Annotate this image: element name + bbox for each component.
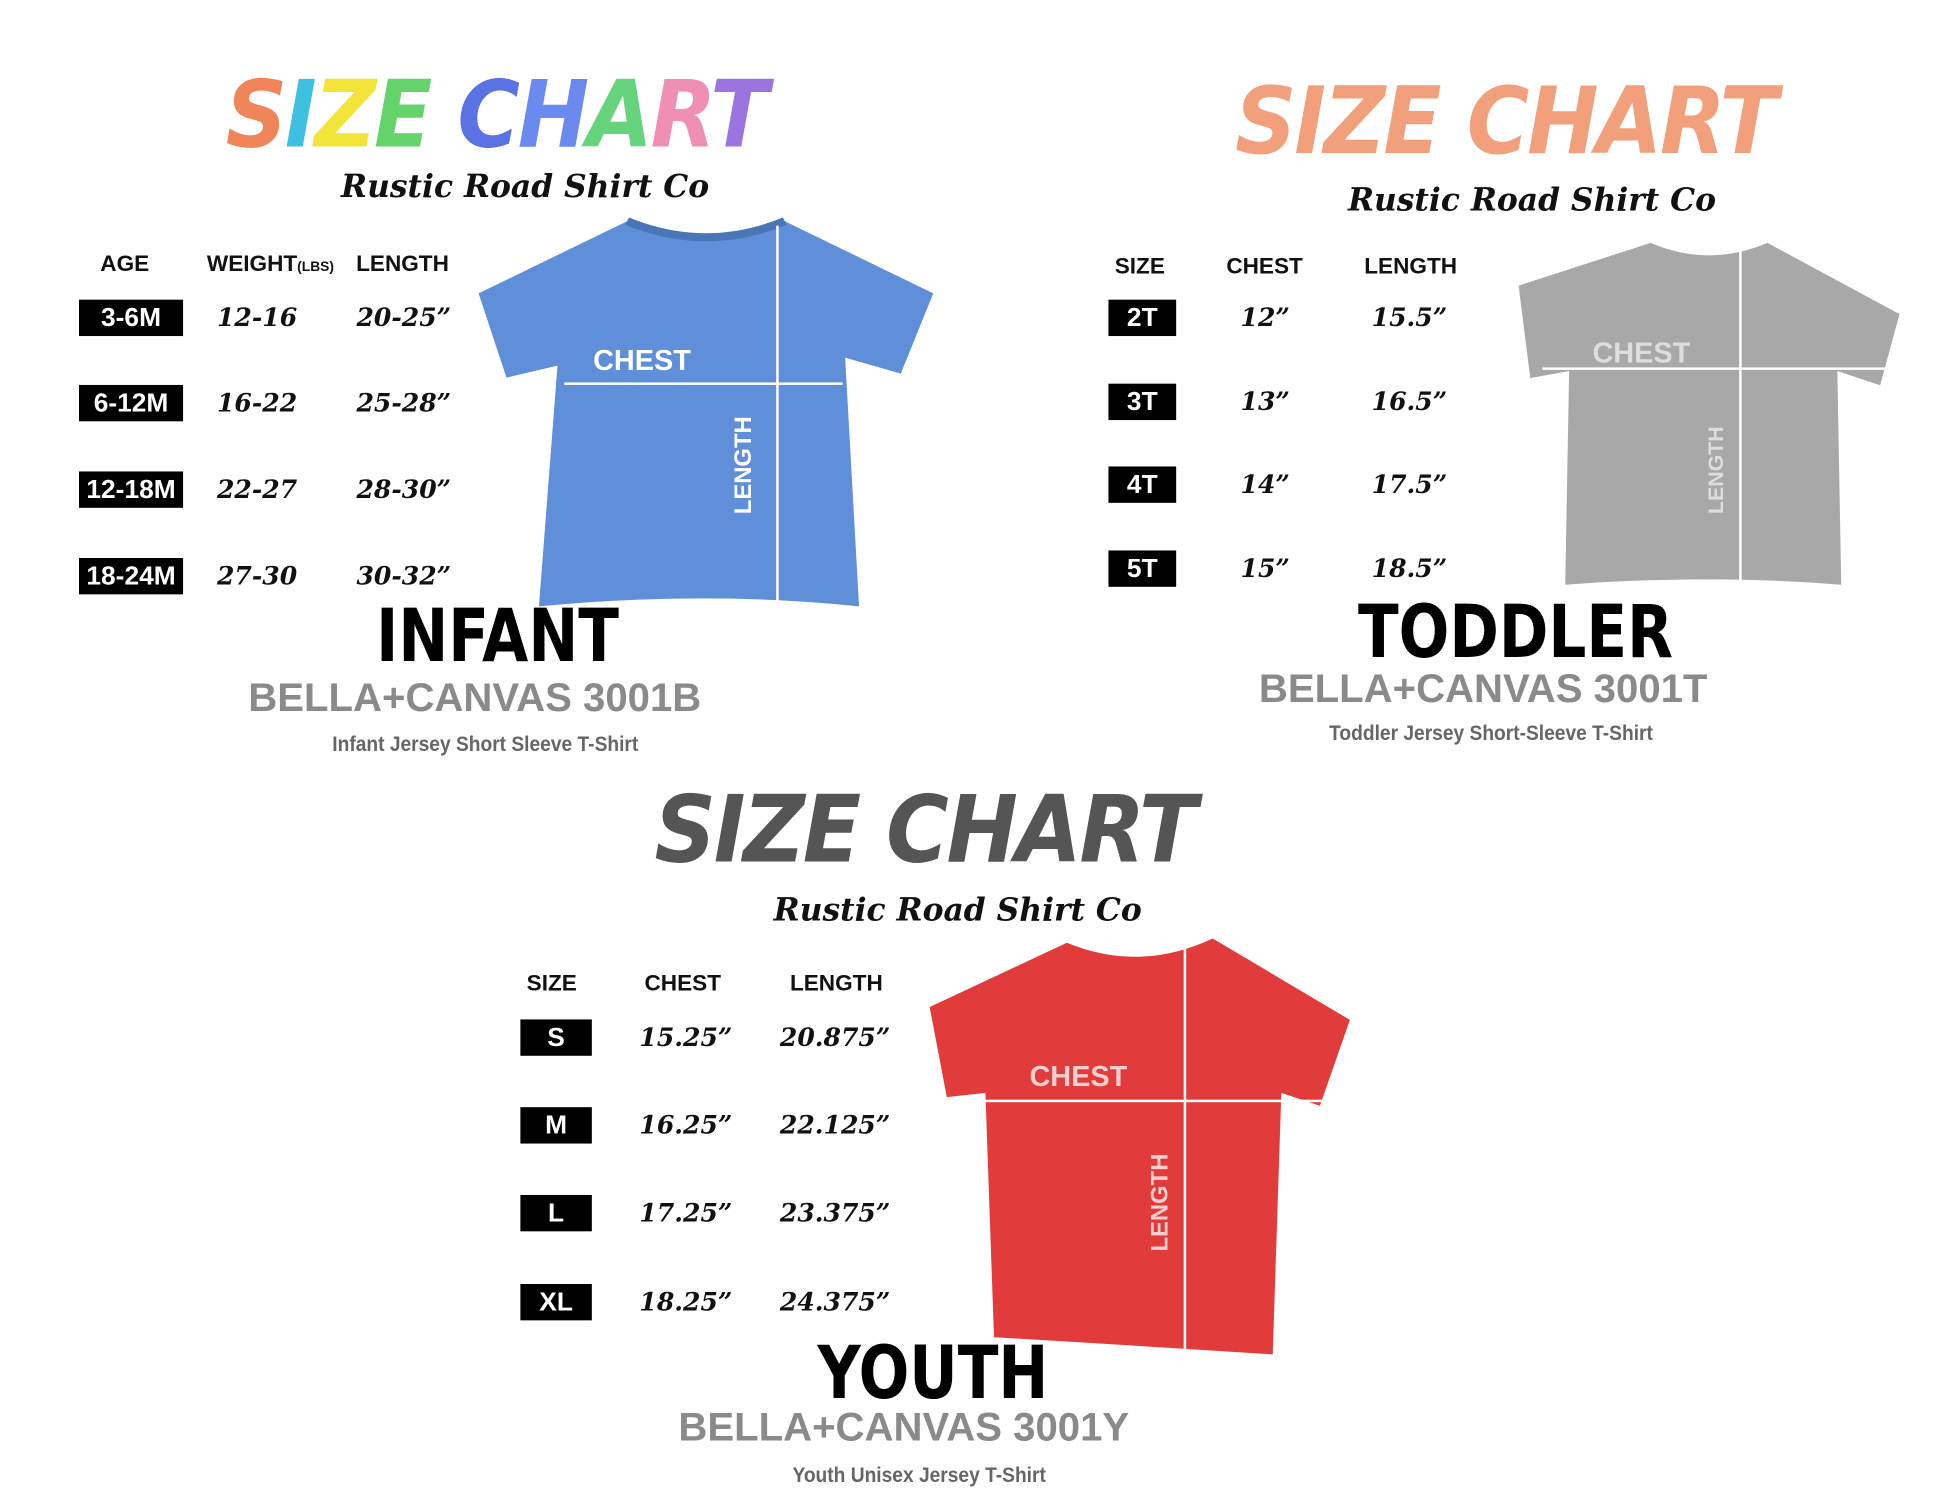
infant-length-value: 30-32” [356, 560, 452, 591]
title-letter: S [225, 61, 287, 170]
infant-weight-value: 27-30 [216, 560, 298, 591]
title-letter: E [373, 61, 432, 170]
youth-chest-line [965, 1099, 1348, 1103]
infant-title: SIZE CHART [226, 69, 769, 162]
youth-header-length: LENGTH [789, 970, 883, 996]
toddler-length-value: 15.5” [1371, 302, 1448, 333]
youth-chest-value: 16.25” [639, 1109, 733, 1140]
toddler-chest-value: 14” [1240, 468, 1290, 500]
youth-description: Youth Unisex Jersey T-Shirt [792, 1463, 1046, 1488]
toddler-size-badge: 2T [1108, 299, 1177, 337]
youth-size-badge: L [520, 1194, 592, 1232]
toddler-chest-value: 12” [1240, 302, 1290, 333]
infant-category: INFANT [376, 593, 619, 679]
infant-length-value: 28-30” [356, 473, 452, 505]
toddler-brand: Rustic Road Shirt Co [1347, 181, 1717, 219]
title-letter [430, 61, 457, 169]
toddler-title: SIZE CHART [1235, 67, 1778, 176]
infant-weight-value: 22-27 [216, 473, 298, 505]
title-letter: Z [314, 61, 376, 170]
youth-chest-label: CHEST [1029, 1059, 1128, 1093]
infant-chest-line [564, 382, 843, 385]
youth-chest-value: 17.25” [639, 1197, 733, 1228]
toddler-chest-line [1542, 367, 1900, 370]
infant-age-badge: 6-12M [78, 384, 184, 422]
youth-length-label: LENGTH [1147, 1153, 1174, 1252]
toddler-shirt-image [1515, 236, 1904, 592]
infant-length-value: 25-28” [356, 387, 452, 418]
toddler-length-value: 17.5” [1371, 468, 1448, 500]
youth-header-size: SIZE [526, 970, 577, 996]
infant-age-badge: 3-6M [78, 299, 184, 337]
weight-unit: (LBS) [297, 259, 334, 275]
toddler-category: TODDLER [1357, 589, 1674, 675]
toddler-length-label: LENGTH [1704, 426, 1728, 514]
infant-chest-label: CHEST [593, 343, 691, 377]
infant-brand: Rustic Road Shirt Co [341, 168, 710, 205]
toddler-length-value: 18.5” [1371, 552, 1448, 584]
toddler-chest-label: CHEST [1592, 336, 1691, 369]
title-letter: H [517, 61, 589, 170]
youth-model: BELLA+CANVAS 3001Y [678, 1404, 1130, 1450]
infant-weight-value: 12-16 [216, 302, 298, 333]
weight-label: WEIGHT [206, 250, 298, 276]
title-letter: C [457, 61, 520, 170]
youth-category: YOUTH [817, 1330, 1049, 1416]
infant-age-badge: 18-24M [78, 557, 184, 595]
toddler-description: Toddler Jersey Short-Sleeve T-Shirt [1329, 720, 1653, 745]
title-letter: I [284, 61, 317, 170]
toddler-chest-value: 15” [1240, 552, 1290, 584]
infant-shirt-image [474, 213, 938, 614]
youth-chest-value: 15.25” [639, 1021, 733, 1053]
infant-header-length: LENGTH [356, 250, 449, 276]
toddler-length-line [1739, 244, 1742, 590]
title-letter: A [586, 61, 653, 170]
youth-length-value: 20.875” [779, 1021, 891, 1053]
toddler-size-badge: 3T [1108, 383, 1177, 421]
title-letter: R [650, 61, 713, 170]
infant-length-label: LENGTH [731, 416, 758, 515]
infant-length-line [776, 225, 779, 610]
infant-description: Infant Jersey Short Sleeve T-Shirt [332, 732, 639, 757]
youth-shirt-image [925, 934, 1354, 1363]
toddler-header-length: LENGTH [1364, 253, 1458, 279]
toddler-header-chest: CHEST [1226, 253, 1303, 279]
toddler-chest-value: 13” [1240, 386, 1290, 417]
youth-title: SIZE CHART [654, 776, 1198, 884]
youth-header-chest: CHEST [644, 970, 722, 996]
toddler-header-size: SIZE [1114, 253, 1165, 279]
youth-length-value: 22.125” [779, 1109, 891, 1140]
youth-length-value: 24.375” [779, 1286, 891, 1317]
infant-header-age: AGE [100, 250, 150, 276]
infant-length-value: 20-25” [356, 302, 452, 333]
youth-brand: Rustic Road Shirt Co [773, 891, 1142, 928]
toddler-model: BELLA+CANVAS 3001T [1258, 665, 1708, 711]
toddler-size-badge: 5T [1108, 550, 1177, 587]
youth-size-badge: XL [520, 1283, 592, 1321]
youth-size-badge: S [520, 1019, 592, 1056]
infant-weight-value: 16-22 [216, 387, 298, 418]
infant-model: BELLA+CANVAS 3001B [248, 674, 702, 720]
youth-length-line [1183, 940, 1187, 1361]
youth-size-badge: M [520, 1107, 592, 1144]
infant-header-weight: WEIGHT(LBS) [207, 252, 334, 275]
toddler-length-value: 16.5” [1371, 386, 1448, 417]
infant-age-badge: 12-18M [78, 471, 184, 508]
title-letter: T [710, 61, 768, 170]
youth-length-value: 23.375” [779, 1197, 891, 1228]
youth-chest-value: 18.25” [639, 1286, 733, 1317]
toddler-size-badge: 4T [1108, 466, 1177, 503]
